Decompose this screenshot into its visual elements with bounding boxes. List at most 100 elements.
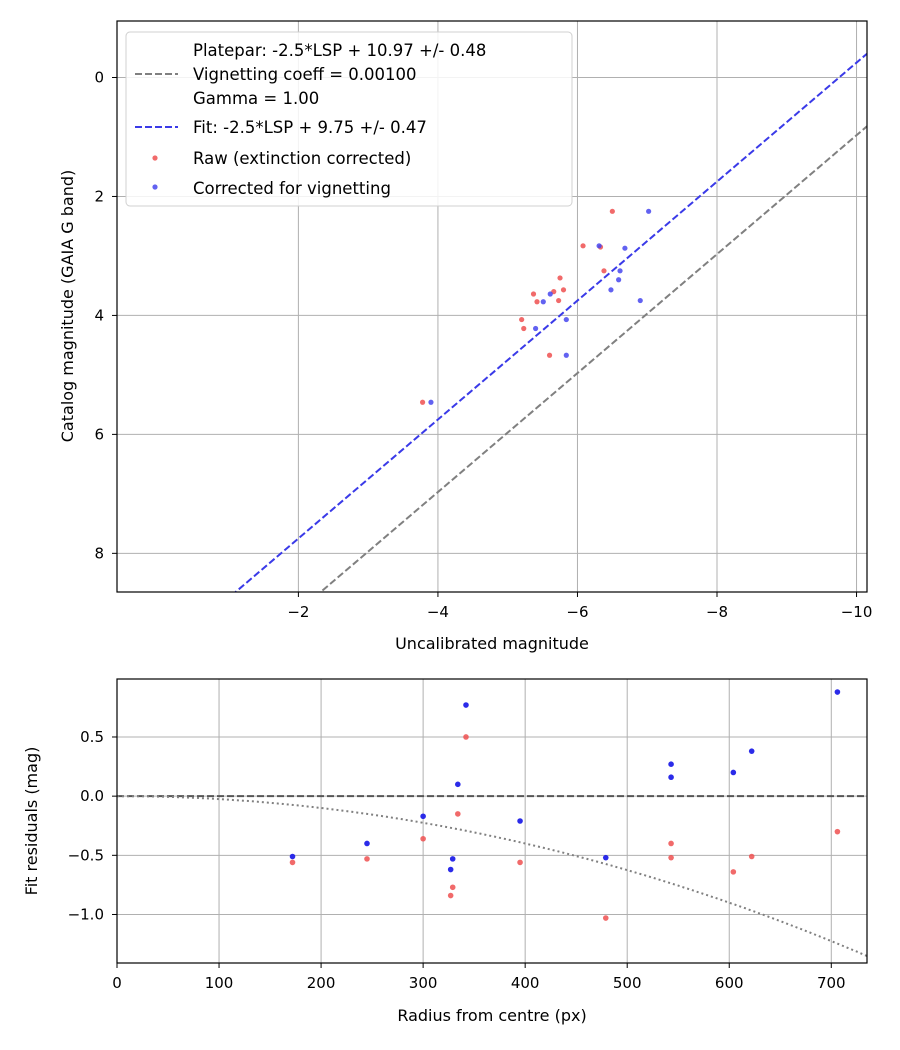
raw-residual-point — [455, 811, 461, 817]
raw-point — [560, 287, 567, 293]
bottom-x-tick-label: 100 — [205, 974, 234, 992]
corrected-point — [596, 243, 602, 249]
corrected-residual-point — [364, 840, 370, 847]
legend-platepar-label-line: Gamma = 1.00 — [193, 89, 319, 108]
raw-residual-point — [463, 734, 469, 740]
raw-point — [580, 243, 586, 249]
raw-residual-point — [602, 915, 609, 921]
corrected-residual-point — [517, 818, 523, 824]
bottom-y-tick-label: −0.5 — [68, 846, 104, 864]
bottom-y-tick-label: 0.5 — [80, 728, 104, 746]
legend-corrected-marker — [152, 184, 158, 190]
top-x-axis-label: Uncalibrated magnitude — [395, 634, 589, 653]
raw-residual-point — [668, 840, 674, 847]
corrected-point — [608, 287, 614, 293]
corrected-point — [622, 245, 628, 251]
bottom-y-tick-label: −1.0 — [68, 905, 104, 923]
bottom-y-axis-label: Fit residuals (mag) — [22, 747, 41, 896]
raw-point — [557, 275, 563, 281]
corrected-point — [533, 325, 539, 332]
raw-residual-point — [364, 856, 370, 862]
top-y-tick-label: 0 — [94, 69, 104, 87]
legend-box — [125, 31, 573, 207]
raw-point — [534, 299, 540, 305]
raw-residual-point — [289, 859, 296, 866]
raw-residual-point — [730, 869, 737, 875]
bottom-grid — [116, 679, 867, 963]
corrected-point — [563, 352, 569, 358]
raw-residual-point — [834, 828, 841, 835]
top-x-tick-label: −4 — [427, 603, 449, 621]
legend-platepar-label-line: Vignetting coeff = 0.00100 — [193, 65, 417, 84]
raw-point — [556, 297, 562, 304]
corrected-point — [540, 299, 546, 305]
corrected-residual-point — [455, 781, 461, 788]
corrected-point — [428, 399, 434, 405]
top-y-tick-label: 6 — [94, 425, 104, 443]
top-x-tick-label: −6 — [566, 603, 588, 621]
platepar-fit-line — [319, 125, 867, 592]
new-fit-line — [234, 52, 867, 592]
corrected-residual-point — [289, 853, 296, 860]
raw-point — [546, 352, 553, 358]
legend-platepar-label: Platepar: -2.5*LSP + 10.97 +/- 0.48 Vigne… — [193, 41, 486, 108]
corrected-residual-point — [834, 689, 841, 695]
legend-fit-label: Fit: -2.5*LSP + 9.75 +/- 0.47 — [193, 118, 427, 137]
raw-residual-point — [748, 853, 755, 860]
bottom-x-tick-label: 400 — [511, 974, 540, 992]
corrected-residual-point — [447, 866, 454, 873]
bottom-x-axis-label: Radius from centre (px) — [397, 1006, 586, 1025]
legend-platepar-label-line: Platepar: -2.5*LSP + 10.97 +/- 0.48 — [193, 41, 486, 60]
bottom-y-tick-label: 0.0 — [80, 787, 104, 805]
corrected-residual-point — [730, 769, 737, 776]
raw-residual-point — [447, 892, 454, 899]
corrected-residual-point — [420, 813, 426, 820]
raw-point — [609, 208, 615, 214]
corrected-residual-point — [668, 761, 674, 767]
residuals-panel: 0 100 200 300 400 500 600 700 0.5 0.0 −0.5 −1.0 Rad… — [22, 678, 868, 1025]
top-y-axis-label: Catalog magnitude (GAIA G band) — [58, 170, 77, 442]
corrected-residual-point — [463, 702, 469, 708]
top-x-tick-label: −10 — [841, 603, 873, 621]
bottom-x-tick-label: 600 — [715, 974, 744, 992]
corrected-residual-point — [668, 774, 674, 781]
bottom-x-tick-label: 500 — [613, 974, 642, 992]
corrected-point — [646, 208, 652, 214]
raw-residual-point — [668, 854, 674, 861]
top-x-tick-label: −2 — [287, 603, 309, 621]
top-ticks: −2 −4 −6 −8 −10 0 2 4 6 8 — [94, 69, 872, 621]
bottom-x-tick-label: 300 — [409, 974, 438, 992]
corrected-point — [617, 268, 623, 274]
legend-corrected-label: Corrected for vignetting — [193, 179, 391, 198]
corrected-residual-point — [602, 854, 609, 861]
bottom-x-tick-label: 200 — [307, 974, 336, 992]
legend-raw-label: Raw (extinction corrected) — [193, 149, 411, 168]
corrected-point — [547, 291, 553, 297]
bottom-ticks: 0 100 200 300 400 500 600 700 0.5 0.0 −0.5 −1.0 — [68, 728, 846, 992]
corrected-residual-point — [449, 856, 456, 862]
top-y-tick-label: 4 — [94, 306, 104, 324]
bottom-x-tick-label: 0 — [112, 974, 122, 992]
bottom-plot-area — [117, 689, 867, 957]
raw-residual-point — [449, 884, 456, 891]
legend: Platepar: -2.5*LSP + 10.97 +/- 0.48 Vigne… — [125, 31, 573, 207]
raw-residual-point — [517, 859, 523, 866]
corrected-point — [563, 316, 569, 323]
bottom-x-tick-label: 700 — [817, 974, 846, 992]
raw-point — [530, 291, 537, 297]
legend-raw-marker — [152, 155, 158, 161]
raw-point — [519, 316, 525, 323]
corrected-point — [637, 297, 643, 304]
raw-point — [521, 325, 527, 332]
top-x-tick-label: −8 — [706, 603, 728, 621]
top-plot-area — [234, 52, 867, 592]
top-plot-frame — [116, 20, 868, 593]
raw-point — [419, 399, 426, 405]
corrected-residual-point — [748, 748, 755, 754]
top-y-tick-label: 2 — [94, 187, 104, 205]
raw-point — [601, 268, 607, 274]
bottom-plot-frame — [116, 678, 868, 964]
top-y-tick-label: 8 — [94, 544, 104, 562]
